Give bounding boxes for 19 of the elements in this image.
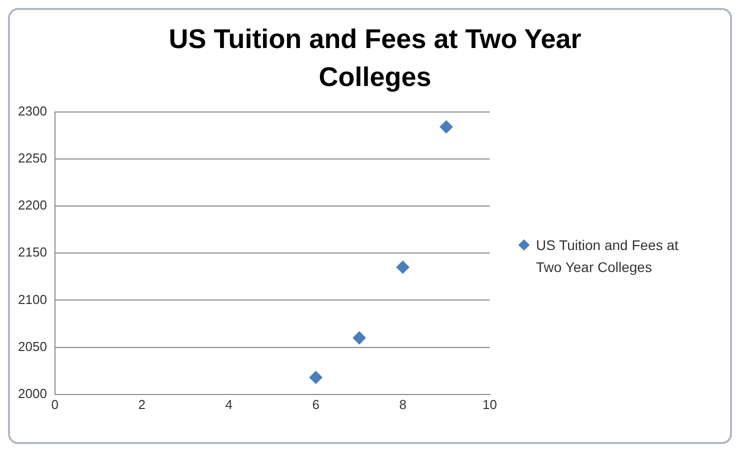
y-tick-label: 2000 (18, 386, 47, 401)
chart-title: US Tuition and Fees at Two Year Colleges (168, 23, 582, 94)
y-tick-label: 2200 (18, 198, 47, 213)
y-tick-label: 2050 (18, 338, 47, 354)
x-tick-label: 4 (225, 396, 232, 412)
point (440, 120, 453, 134)
y-tick-label: 2250 (18, 150, 47, 166)
point (309, 370, 322, 384)
legend-label: US Tuition and Fees at Two Year Colleges (536, 236, 680, 277)
x-tick-label: 8 (399, 396, 406, 412)
x-tick-label: 2 (138, 396, 146, 412)
point (352, 331, 366, 344)
x-tick-label: 0 (51, 396, 59, 412)
x-tick-label: 10 (482, 396, 498, 412)
y-tick-label: 2100 (18, 292, 47, 307)
y-tick-label: 2300 (18, 103, 47, 118)
x-tick-label: 6 (312, 396, 320, 412)
point (396, 260, 410, 274)
y-tick-label: 2150 (18, 244, 47, 260)
